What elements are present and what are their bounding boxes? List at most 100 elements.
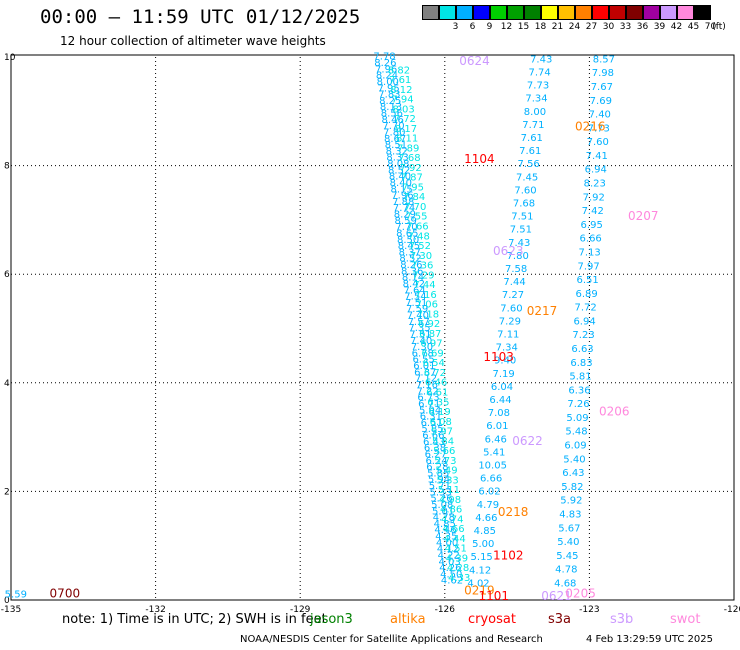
wave-height-value: 8.17 <box>395 124 417 135</box>
wave-height-value: 7.43 <box>530 54 552 65</box>
pass-time-label: 1104 <box>464 152 495 166</box>
wave-height-value: 8.46 <box>382 115 404 126</box>
wave-height-value: 4.22 <box>438 550 460 561</box>
wave-height-value: 7.40 <box>589 110 611 121</box>
wave-height-value: 5.15 <box>471 552 493 563</box>
pass-time-label: 0621 <box>541 589 572 603</box>
wave-height-value: 8.40 <box>390 178 412 189</box>
y-tick-label: 4 <box>4 379 10 389</box>
satellite-legend-s3a: s3a <box>548 612 572 627</box>
wave-height-value: 5.41 <box>483 447 505 458</box>
wave-height-value: 4.85 <box>434 519 456 530</box>
wave-height-value: 8.03 <box>393 104 415 115</box>
wave-height-value: 7.74 <box>529 68 551 79</box>
wave-height-value: 6.55 <box>412 355 434 366</box>
wave-height-value: 7.67 <box>591 82 613 93</box>
wave-height-value: 8.23 <box>584 179 606 190</box>
wave-height-value: 7.40 <box>407 311 429 322</box>
wave-height-value: 7.19 <box>492 369 514 380</box>
wave-height-value: 4.03 <box>438 557 460 568</box>
wave-height-value: 7.68 <box>398 153 420 164</box>
wave-height-value: 7.43 <box>508 238 530 249</box>
wave-height-value: 7.54 <box>404 292 426 303</box>
scale-label: 21 <box>551 22 564 32</box>
plot-frame <box>10 54 735 601</box>
wave-height-value: 6.51 <box>421 418 443 429</box>
wave-height-value: 7.59 <box>406 304 428 315</box>
scale-label: 36 <box>636 22 649 32</box>
wave-height-value: 7.89 <box>397 143 419 154</box>
wave-height-value: 7.60 <box>587 137 609 148</box>
wave-height-value: 4.39 <box>446 553 468 564</box>
x-tick-label: -132 <box>145 605 165 615</box>
wave-height-value: 7.94 <box>391 95 413 106</box>
wave-height-value: 7.51 <box>405 298 427 309</box>
wave-height-value: 8.57 <box>593 54 615 65</box>
wave-height-value: 8.36 <box>401 266 423 277</box>
wave-height-value: 7.55 <box>405 212 427 223</box>
wave-height-value: 7.66 <box>406 222 428 233</box>
wave-height-value: 6.44 <box>489 395 511 406</box>
scale-swatch <box>660 5 677 20</box>
wave-height-value: 7.44 <box>413 280 435 291</box>
wave-height-value: 7.87 <box>401 173 423 184</box>
wave-height-value: 4.86 <box>440 505 462 516</box>
wave-height-value: 6.09 <box>564 441 586 452</box>
x-tick-label: -135 <box>1 605 21 615</box>
wave-height-value: 8.24 <box>376 71 398 82</box>
pass-time-label: 0218 <box>498 505 529 519</box>
wave-height-value: 5.85 <box>421 424 443 435</box>
scale-label: 39 <box>653 22 666 32</box>
wave-height-value: 8.51 <box>385 140 407 151</box>
wave-height-value: 6.94 <box>585 165 607 176</box>
wave-height-value: 8.00 <box>377 77 399 88</box>
wave-height-value: 7.60 <box>500 303 522 314</box>
scale-label: 15 <box>517 22 530 32</box>
wave-height-value: 6.54 <box>423 358 445 369</box>
wave-height-value: 7.61 <box>519 146 541 157</box>
wave-height-value: 7.34 <box>525 94 547 105</box>
wave-height-value: 6.27 <box>425 449 447 460</box>
scale-swatch <box>507 5 524 20</box>
wave-height-value: 8.08 <box>387 159 409 170</box>
wave-height-value: 6.51 <box>576 275 598 286</box>
scale-swatch <box>558 5 575 20</box>
wave-height-value: 7.73 <box>527 81 549 92</box>
wave-height-value: 7.78 <box>373 52 395 63</box>
wave-height-value: 6.31 <box>420 412 442 423</box>
wave-height-value: 8.29 <box>394 210 416 221</box>
wave-height-value: 7.40 <box>410 336 432 347</box>
wave-height-value: 7.57 <box>408 317 430 328</box>
wave-height-value: 4.66 <box>475 513 497 524</box>
scale-swatch <box>490 5 507 20</box>
pass-time-label: 0206 <box>599 404 630 418</box>
wave-height-value: 7.95 <box>377 83 399 94</box>
pass-time-label: 1103 <box>483 350 514 364</box>
x-tick-label: -120 <box>724 605 740 615</box>
wave-height-value: 5.73 <box>434 456 456 467</box>
wave-height-value: 5.66 <box>433 446 455 457</box>
wave-height-value: 5.09 <box>566 413 588 424</box>
wave-height-value: 7.70 <box>382 121 404 132</box>
wave-height-value: 5.81 <box>569 372 591 383</box>
wave-height-value: 4.66 <box>442 524 464 535</box>
wave-height-value: 4.78 <box>555 565 577 576</box>
wave-height-value: 8.33 <box>386 153 408 164</box>
wave-height-value: 5.33 <box>437 475 459 486</box>
wave-height-value: 8.82 <box>388 65 410 76</box>
wave-height-value: 7.64 <box>403 285 425 296</box>
wave-height-value: 7.83 <box>378 90 400 101</box>
wave-height-value: 5.94 <box>428 475 450 486</box>
wave-height-value: 7.72 <box>394 114 416 125</box>
wave-height-value: 7.51 <box>510 225 532 236</box>
wave-height-value: 8.65 <box>396 228 418 239</box>
scale-swatch <box>541 5 558 20</box>
wave-height-value: 6.66 <box>422 431 444 442</box>
wave-height-value: 5.71 <box>429 481 451 492</box>
wave-height-value: 8.42 <box>403 279 425 290</box>
scale-swatch <box>592 5 609 20</box>
wave-height-value: 5.33 <box>430 487 452 498</box>
wave-height-value: 7.31 <box>409 329 431 340</box>
wave-height-value: 7.34 <box>496 343 518 354</box>
scale-swatch <box>609 5 626 20</box>
